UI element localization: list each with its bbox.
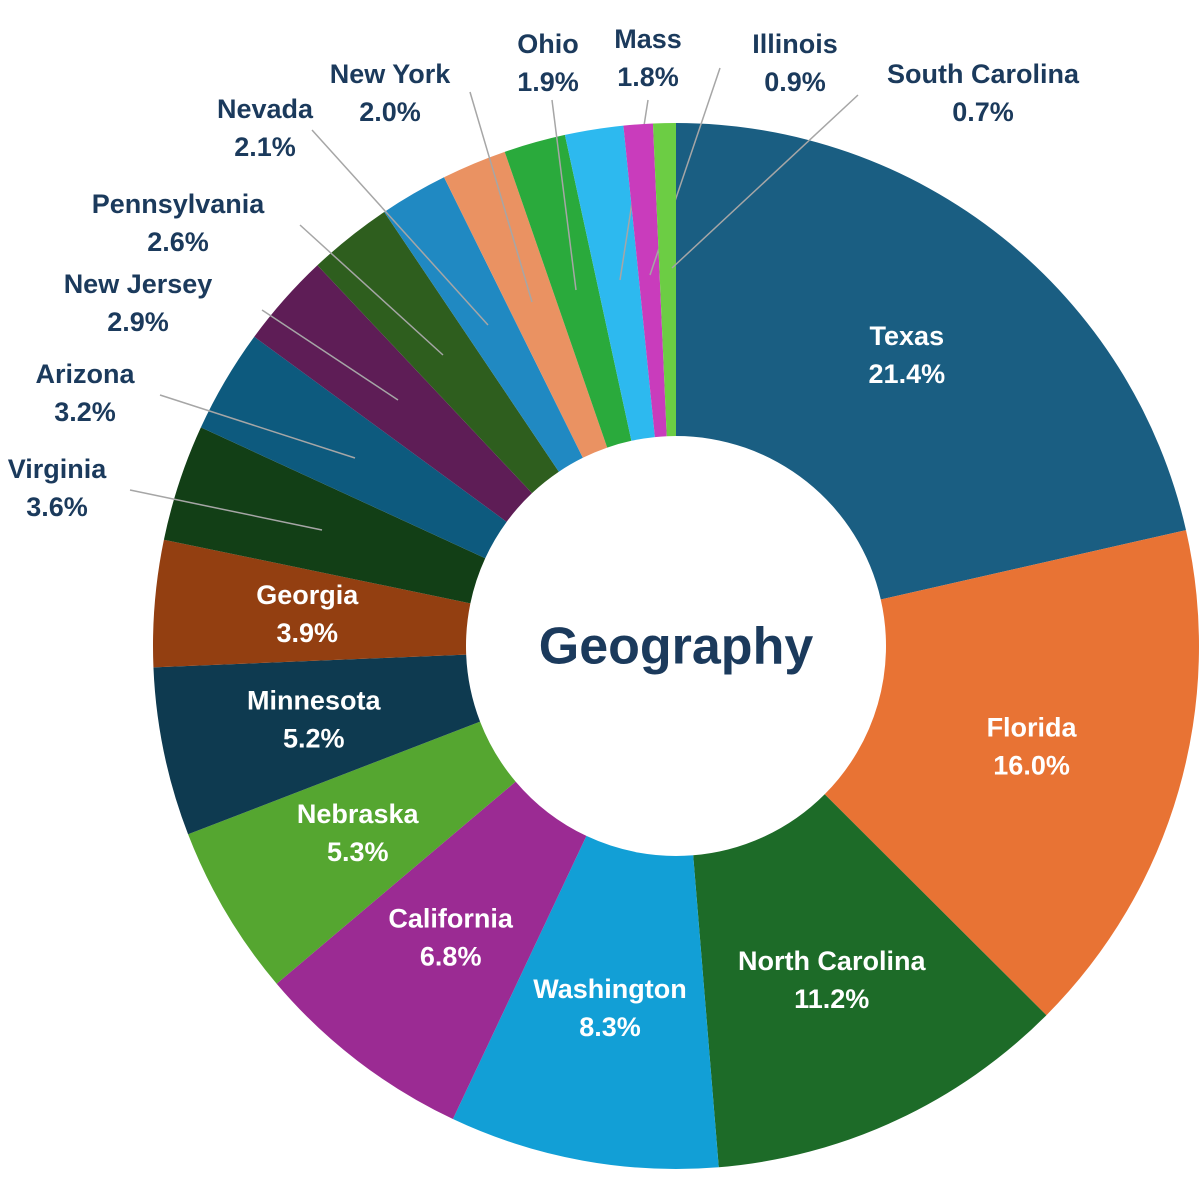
- value-label: 3.6%: [26, 492, 88, 522]
- slice: [163, 427, 486, 604]
- category-label: Georgia: [256, 580, 359, 610]
- value-label: 1.8%: [617, 62, 679, 92]
- category-label: Minnesota: [247, 685, 381, 715]
- leader-line: [159, 394, 356, 459]
- chart-title: Geography: [539, 618, 814, 676]
- value-label: 2.9%: [107, 307, 169, 337]
- category-label: Nebraska: [297, 799, 420, 829]
- leader-line: [261, 309, 399, 401]
- value-label: 16.0%: [993, 750, 1070, 780]
- value-label: 5.3%: [327, 837, 389, 867]
- category-label: California: [388, 904, 514, 934]
- category-label: Virginia: [8, 454, 108, 484]
- category-label: Ohio: [517, 29, 579, 59]
- slice: [254, 265, 533, 522]
- category-label: Mass: [614, 24, 682, 54]
- slice: [444, 151, 608, 458]
- leader-line: [129, 489, 323, 531]
- category-label: Pennsylvania: [92, 189, 266, 219]
- category-label: Illinois: [752, 29, 838, 59]
- leader-line: [551, 99, 577, 291]
- category-label: Nevada: [217, 94, 314, 124]
- value-label: 6.8%: [420, 942, 482, 972]
- value-label: 1.9%: [517, 67, 579, 97]
- value-label: 11.2%: [794, 984, 869, 1014]
- slice: [200, 336, 507, 559]
- category-label: Arizona: [35, 359, 135, 389]
- category-label: New York: [330, 59, 452, 89]
- category-label: Florida: [987, 712, 1078, 742]
- value-label: 3.9%: [276, 618, 338, 648]
- leader-line: [671, 94, 859, 269]
- slice: [452, 835, 719, 1169]
- slice: [153, 539, 471, 668]
- leader-line: [311, 129, 489, 326]
- slice: [693, 794, 1047, 1168]
- value-label: 2.1%: [234, 132, 296, 162]
- value-label: 3.2%: [54, 397, 116, 427]
- slice: [384, 177, 583, 472]
- slice: [564, 125, 655, 441]
- leader-line: [299, 224, 444, 356]
- value-label: 2.6%: [147, 227, 209, 257]
- slice: [623, 123, 667, 438]
- slice: [276, 781, 587, 1120]
- category-label: South Carolina: [887, 59, 1080, 89]
- slice: [188, 721, 516, 984]
- value-label: 8.3%: [579, 1012, 641, 1042]
- category-label: Texas: [870, 321, 945, 351]
- value-label: 2.0%: [359, 97, 421, 127]
- category-label: Washington: [533, 974, 686, 1004]
- slice: [652, 123, 676, 437]
- value-label: 0.9%: [764, 67, 826, 97]
- value-label: 5.2%: [283, 723, 345, 753]
- slice: [676, 123, 1186, 600]
- slice: [317, 211, 559, 494]
- category-label: New Jersey: [64, 269, 213, 299]
- slice: [504, 134, 632, 448]
- leader-line: [469, 91, 533, 303]
- slice: [824, 530, 1200, 1016]
- category-label: North Carolina: [738, 946, 926, 976]
- slice: [153, 654, 481, 835]
- value-label: 0.7%: [952, 97, 1014, 127]
- value-label: 21.4%: [869, 359, 946, 389]
